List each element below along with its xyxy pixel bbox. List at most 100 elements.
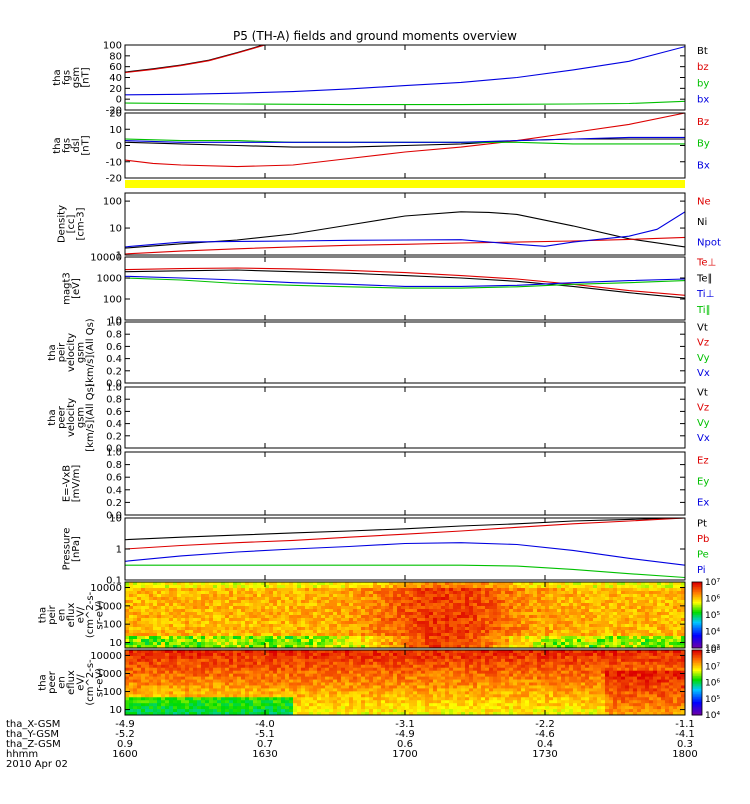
heatmap-cell	[257, 653, 261, 656]
heatmap-cell	[633, 588, 637, 591]
heatmap-cell	[369, 612, 373, 615]
heatmap-cell	[533, 630, 537, 633]
heatmap-cell	[149, 709, 153, 712]
heatmap-cell	[125, 636, 129, 639]
heatmap-cell	[357, 606, 361, 609]
heatmap-cell	[381, 706, 385, 709]
heatmap-cell	[341, 615, 345, 618]
heatmap-cell	[481, 588, 485, 591]
heatmap-cell	[589, 606, 593, 609]
heatmap-cell	[417, 600, 421, 603]
heatmap-cell	[265, 609, 269, 612]
heatmap-cell	[337, 582, 341, 585]
heatmap-cell	[393, 606, 397, 609]
heatmap-cell	[545, 582, 549, 585]
heatmap-cell	[241, 621, 245, 624]
heatmap-cell	[601, 582, 605, 585]
heatmap-cell	[145, 600, 149, 603]
heatmap-cell	[341, 656, 345, 659]
heatmap-cell	[253, 600, 257, 603]
heatmap-cell	[225, 709, 229, 712]
heatmap-cell	[221, 615, 225, 618]
heatmap-cell	[337, 606, 341, 609]
heatmap-cell	[181, 597, 185, 600]
heatmap-cell	[597, 597, 601, 600]
heatmap-cell	[477, 594, 481, 597]
heatmap-cell	[361, 642, 365, 645]
heatmap-cell	[261, 621, 265, 624]
heatmap-cell	[181, 594, 185, 597]
heatmap-cell	[225, 688, 229, 691]
heatmap-cell	[201, 703, 205, 706]
heatmap-cell	[301, 680, 305, 683]
heatmap-cell	[181, 665, 185, 668]
heatmap-cell	[261, 618, 265, 621]
heatmap-cell	[133, 636, 137, 639]
heatmap-cell	[417, 588, 421, 591]
heatmap-cell	[409, 606, 413, 609]
heatmap-cell	[641, 585, 645, 588]
heatmap-cell	[169, 665, 173, 668]
heatmap-cell	[237, 627, 241, 630]
heatmap-cell	[341, 588, 345, 591]
heatmap-cell	[297, 668, 301, 671]
heatmap-cell	[357, 582, 361, 585]
heatmap-cell	[501, 591, 505, 594]
heatmap-cell	[289, 633, 293, 636]
heatmap-cell	[377, 639, 381, 642]
heatmap-cell	[573, 600, 577, 603]
heatmap-cell	[341, 606, 345, 609]
heatmap-cell	[157, 653, 161, 656]
heatmap-cell	[237, 688, 241, 691]
heatmap-cell	[609, 588, 613, 591]
heatmap-cell	[157, 706, 161, 709]
heatmap-cell	[289, 642, 293, 645]
heatmap-cell	[197, 597, 201, 600]
heatmap-cell	[225, 683, 229, 686]
heatmap-cell	[197, 694, 201, 697]
heatmap-cell	[333, 659, 337, 662]
heatmap-cell	[169, 697, 173, 700]
panel-frame	[125, 518, 685, 580]
heatmap-cell	[357, 691, 361, 694]
heatmap-cell	[637, 612, 641, 615]
heatmap-cell	[129, 650, 133, 653]
heatmap-cell	[649, 624, 653, 627]
heatmap-cell	[601, 633, 605, 636]
heatmap-cell	[449, 582, 453, 585]
heatmap-cell	[197, 671, 201, 674]
heatmap-cell	[305, 668, 309, 671]
heatmap-cell	[205, 703, 209, 706]
heatmap-cell	[657, 633, 661, 636]
heatmap-cell	[325, 680, 329, 683]
heatmap-cell	[365, 624, 369, 627]
heatmap-cell	[377, 706, 381, 709]
heatmap-cell	[385, 665, 389, 668]
heatmap-cell	[445, 594, 449, 597]
heatmap-cell	[517, 615, 521, 618]
heatmap-cell	[505, 600, 509, 603]
heatmap-cell	[225, 582, 229, 585]
heatmap-cell	[589, 618, 593, 621]
heatmap-cell	[657, 585, 661, 588]
heatmap-cell	[509, 612, 513, 615]
heatmap-cell	[337, 636, 341, 639]
heatmap-cell	[161, 706, 165, 709]
heatmap-cell	[661, 621, 665, 624]
heatmap-cell	[569, 618, 573, 621]
heatmap-cell	[401, 668, 405, 671]
heatmap-cell	[653, 639, 657, 642]
heatmap-cell	[393, 594, 397, 597]
heatmap-cell	[361, 677, 365, 680]
heatmap-cell	[637, 630, 641, 633]
heatmap-cell	[197, 653, 201, 656]
heatmap-cell	[221, 683, 225, 686]
heatmap-cell	[625, 591, 629, 594]
heatmap-cell	[665, 603, 669, 606]
heatmap-cell	[317, 630, 321, 633]
heatmap-cell	[469, 633, 473, 636]
heatmap-cell	[225, 677, 229, 680]
heatmap-cell	[589, 624, 593, 627]
heatmap-cell	[145, 674, 149, 677]
heatmap-cell	[253, 650, 257, 653]
